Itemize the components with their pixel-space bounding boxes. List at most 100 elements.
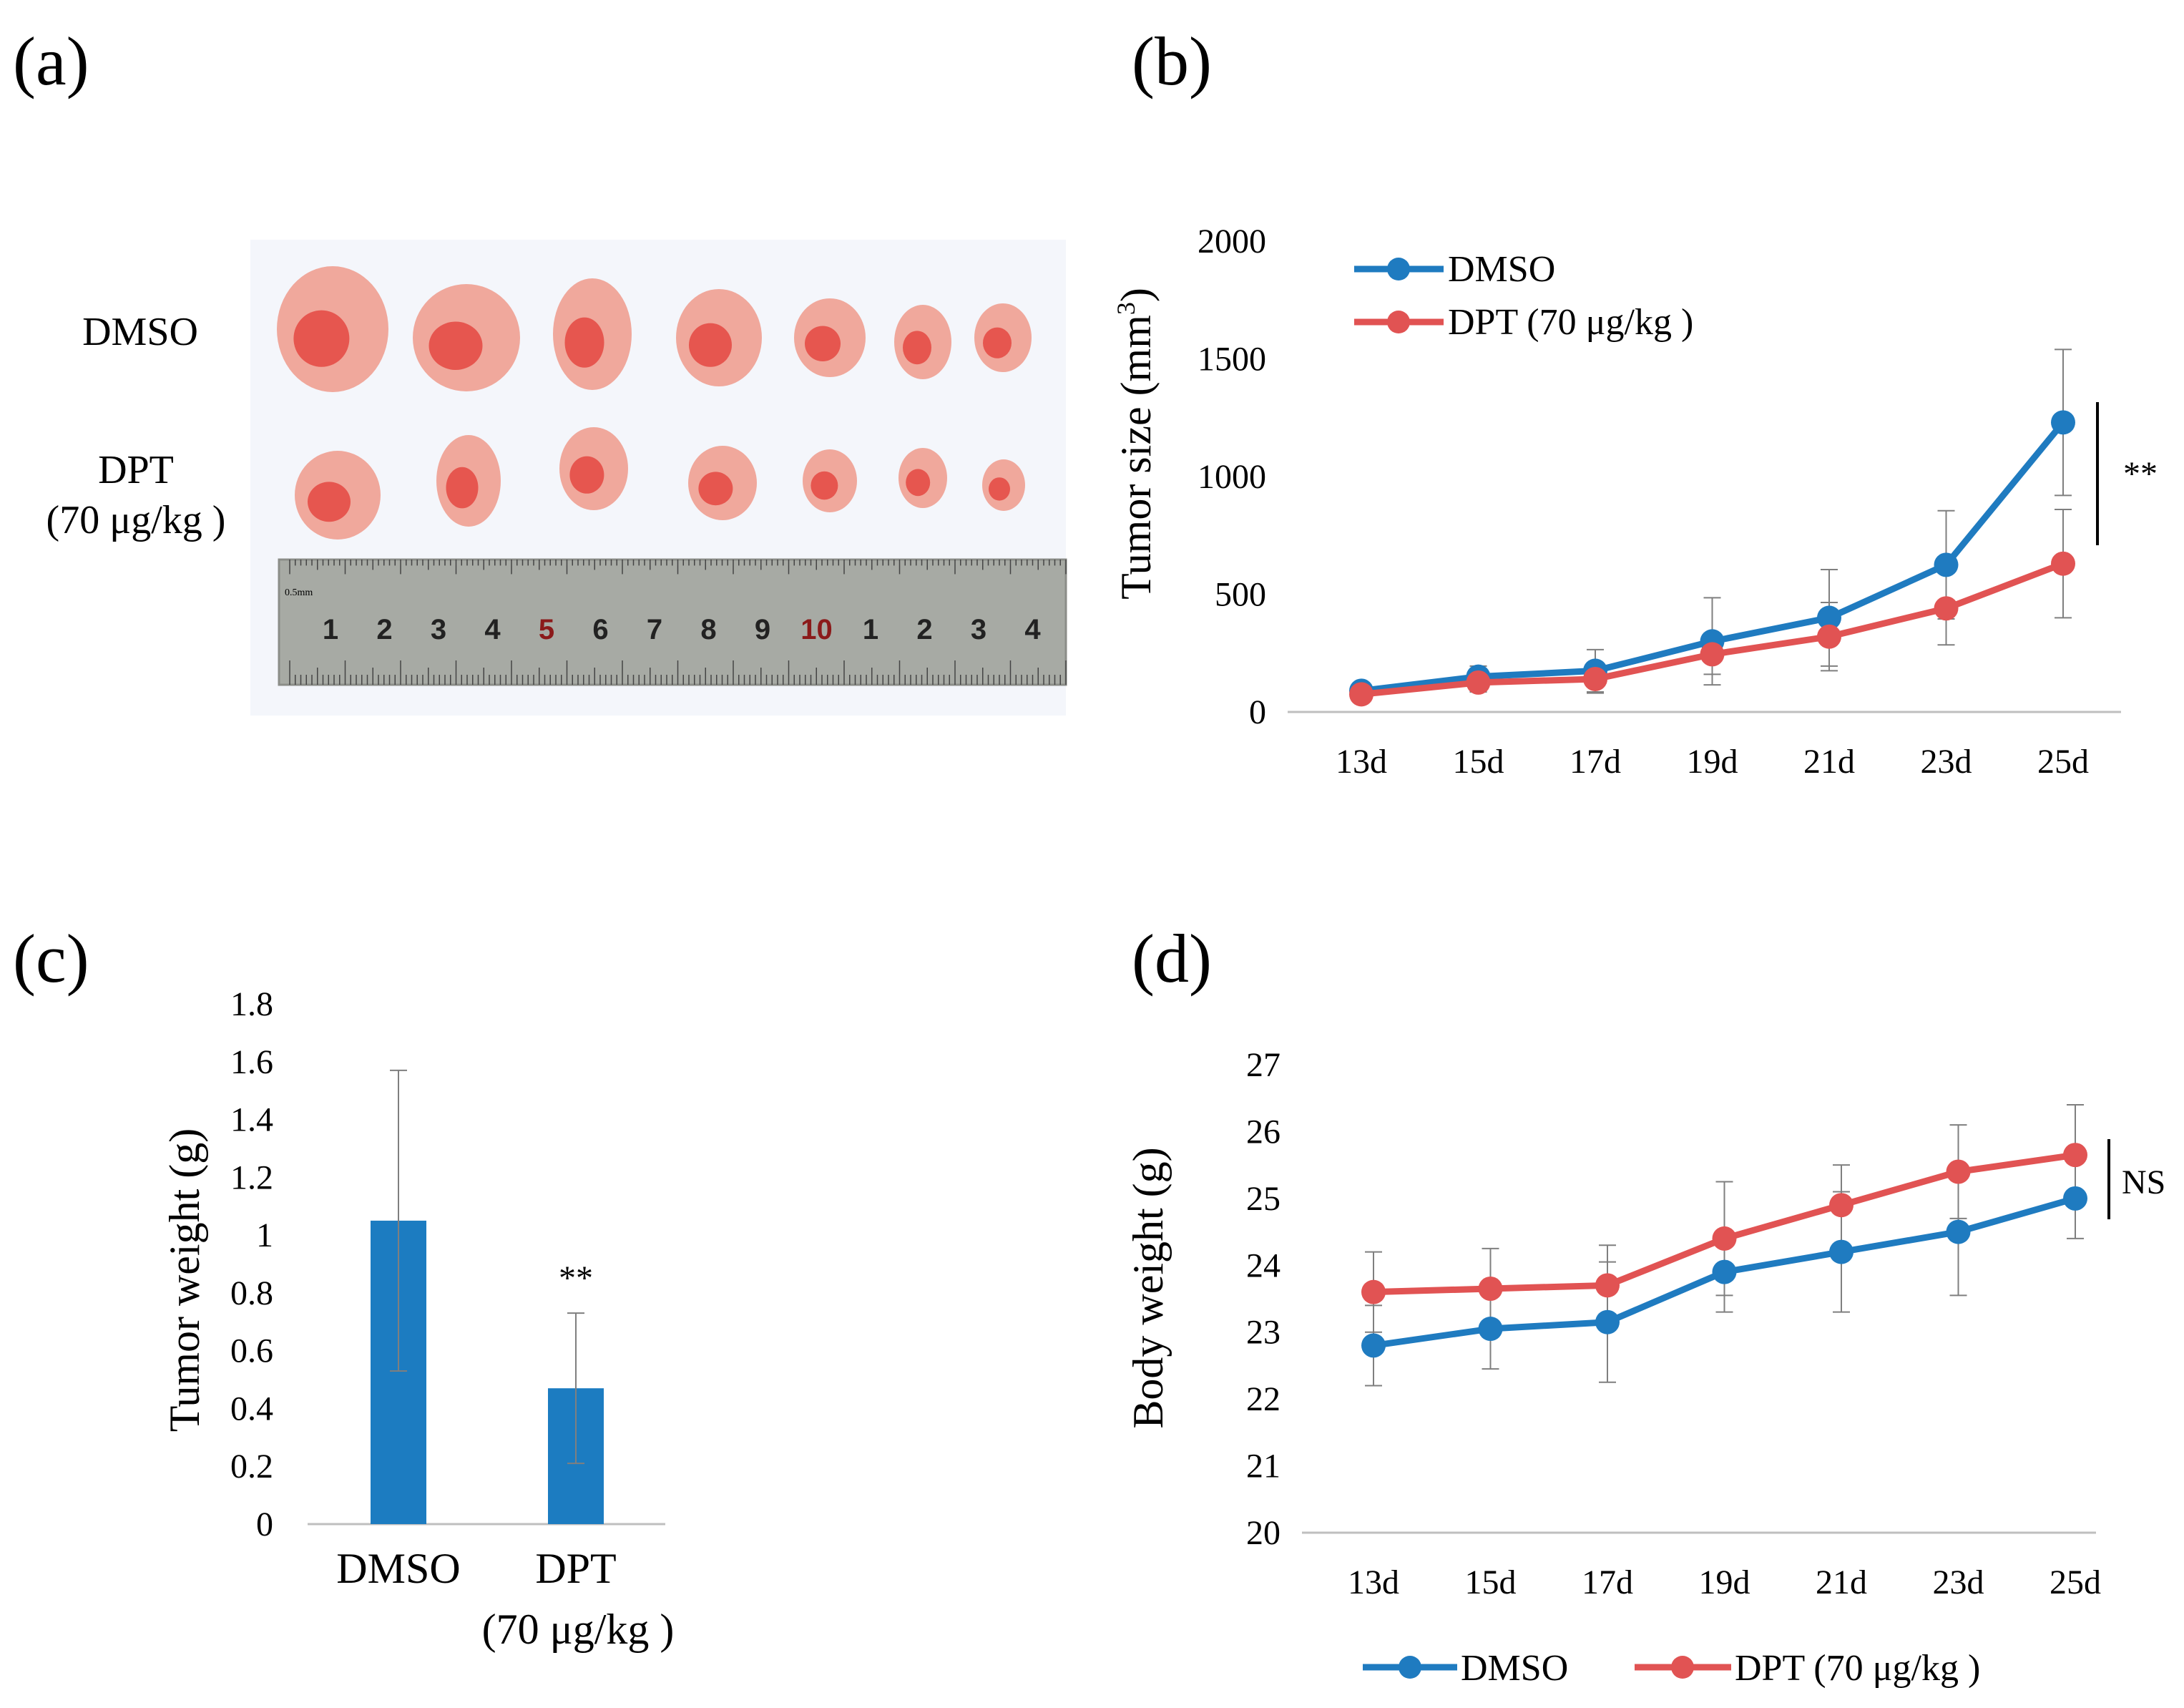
dpt-tumor-vessel — [446, 467, 479, 509]
d-x-tick-label: 17d — [1582, 1563, 1633, 1601]
tumor-weight-y-axis-title: Tumor weight (g) — [161, 1128, 208, 1432]
b-x-tick-label: 13d — [1336, 743, 1387, 781]
b-dmso-point — [1817, 605, 1841, 630]
d-dmso-point — [2063, 1186, 2087, 1211]
c-y-tick-label: 1.2 — [230, 1158, 273, 1196]
ruler-number: 4 — [484, 614, 501, 645]
body-weight-y-axis-title: Body weight (g) — [1125, 1147, 1172, 1428]
c-y-tick-label: 0.8 — [230, 1274, 273, 1312]
ruler-number: 3 — [971, 614, 986, 645]
b-dpt-point — [1817, 624, 1841, 649]
dmso-tumor-vessel — [983, 327, 1012, 358]
b-dpt-point — [2051, 551, 2075, 576]
d-x-tick-label: 21d — [1816, 1563, 1867, 1601]
tumor-weight-x-label-dpt: DPT — [535, 1545, 616, 1592]
b-dpt-point — [1934, 596, 1959, 621]
b-dpt-point — [1466, 670, 1491, 695]
b-dmso-point — [2051, 410, 2075, 435]
d-y-tick-label: 24 — [1246, 1246, 1280, 1284]
b-x-tick-label: 25d — [2037, 743, 2089, 781]
tumor-weight-x-label-dpt-dose: (70 μg/kg ) — [482, 1606, 675, 1653]
tumor-size-series — [1349, 348, 2075, 707]
ruler-body — [278, 558, 1067, 686]
body-weight-y-tick-labels: 20 21 22 23 24 25 26 27 — [1246, 1046, 1280, 1552]
d-dmso-point — [1829, 1239, 1854, 1264]
dpt-tumor-vessel — [308, 482, 351, 522]
ruler-numbers: 1 2 3 4 5 6 7 8 9 10 1 2 3 4 — [323, 614, 1042, 645]
tumor-weight-x-label-dmso: DMSO — [336, 1545, 460, 1592]
legend-dpt-label: DPT (70 μg/kg ) — [1448, 302, 1693, 343]
d-y-tick-label: 21 — [1246, 1448, 1280, 1485]
b-x-tick-label: 21d — [1803, 743, 1855, 781]
b-x-tick-label: 19d — [1687, 743, 1738, 781]
legend-d-dmso-label: DMSO — [1461, 1648, 1568, 1689]
ruler-number: 2 — [916, 614, 932, 645]
legend-d-dmso-marker — [1399, 1656, 1421, 1679]
b-x-tick-label: 17d — [1570, 743, 1621, 781]
tumor-size-x-tick-labels: 13d 15d 17d 19d 21d 23d 25d — [1336, 743, 2089, 781]
d-x-tick-label: 15d — [1465, 1563, 1517, 1601]
d-x-tick-label: 23d — [1933, 1563, 1984, 1601]
legend-dmso-marker — [1387, 258, 1410, 280]
tumor-size-chart: 0 500 1000 1500 2000 13d 15d 17d 19d 21d 23d 25d T… — [1112, 223, 2158, 781]
b-y-tick-label: 1500 — [1198, 341, 1266, 379]
c-y-tick-label: 0.2 — [230, 1448, 273, 1485]
ruler: 0.5mm 1 2 3 4 5 6 7 8 9 10 1 2 3 4 — [278, 558, 1067, 686]
c-y-tick-label: 1.4 — [230, 1101, 273, 1139]
ruler-ticks — [289, 560, 1067, 685]
tumors-dpt-row — [295, 427, 1025, 540]
tumor-size-y-tick-labels: 0 500 1000 1500 2000 — [1198, 223, 1266, 731]
tumor-photo: 0.5mm 1 2 3 4 5 6 7 8 9 10 1 2 3 4 — [250, 240, 1067, 716]
ruler-number: 1 — [863, 614, 878, 645]
panel-d-letter: (d) — [1132, 920, 1212, 997]
d-dpt-point — [1712, 1226, 1737, 1251]
body-weight-significance: NS — [2122, 1163, 2165, 1201]
legend-d-dpt-marker — [1671, 1656, 1694, 1679]
tumors-dmso-row — [277, 266, 1032, 392]
b-x-tick-label: 23d — [1921, 743, 1972, 781]
c-y-tick-label: 0 — [256, 1506, 273, 1543]
c-y-tick-label: 0.4 — [230, 1390, 273, 1428]
d-x-tick-label: 19d — [1699, 1563, 1750, 1601]
dpt-tumor-vessel — [698, 472, 733, 506]
b-dpt-point — [1700, 642, 1725, 667]
dmso-tumor-vessel — [903, 331, 931, 365]
d-dmso-point — [1712, 1259, 1737, 1284]
dpt-tumor-vessel — [906, 469, 931, 497]
ruler-number: 8 — [700, 614, 716, 645]
tumor-size-legend: DMSO DPT (70 μg/kg ) — [1354, 249, 1693, 343]
ruler-number: 7 — [647, 614, 662, 645]
d-x-tick-label: 25d — [2050, 1563, 2101, 1601]
d-x-tick-label: 13d — [1348, 1563, 1399, 1601]
panel-b-letter: (b) — [1132, 23, 1212, 99]
b-dmso-point — [1934, 552, 1959, 577]
c-y-tick-label: 1 — [256, 1216, 273, 1254]
body-weight-chart: 20 21 22 23 24 25 26 27 13d 15d 17d 19d 21d 23d 25d B… — [1125, 1046, 2165, 1689]
dmso-tumor-vessel — [429, 321, 483, 370]
tumor-weight-bars — [371, 1069, 604, 1524]
d-dpt-point — [2063, 1143, 2087, 1168]
photo-label-dpt: DPT — [98, 448, 174, 492]
body-weight-x-tick-labels: 13d 15d 17d 19d 21d 23d 25d — [1348, 1563, 2101, 1601]
c-y-tick-label: 0.6 — [230, 1332, 273, 1370]
d-dmso-point — [1946, 1219, 1971, 1244]
dmso-tumor-vessel — [689, 323, 732, 367]
d-dpt-point — [1829, 1193, 1854, 1218]
b-dpt-point — [1583, 666, 1607, 691]
d-y-tick-label: 26 — [1246, 1113, 1280, 1151]
d-dmso-point — [1595, 1309, 1620, 1334]
d-y-tick-label: 20 — [1246, 1514, 1280, 1552]
body-weight-legend: DMSO DPT (70 μg/kg ) — [1363, 1648, 1980, 1689]
d-dpt-point — [1361, 1279, 1386, 1304]
dmso-tumor-vessel — [564, 317, 604, 368]
body-weight-series — [1361, 1104, 2087, 1387]
d-dmso-point — [1361, 1333, 1386, 1358]
tumor-size-y-axis-title: Tumor size (mm3) — [1112, 288, 1160, 600]
ruler-number: 3 — [431, 614, 446, 645]
d-dmso-point — [1478, 1317, 1503, 1342]
legend-d-dpt-label: DPT (70 μg/kg ) — [1735, 1648, 1980, 1689]
tumor-weight-y-tick-labels: 0 0.2 0.4 0.6 0.8 1 1.2 1.4 1.6 1.8 — [230, 985, 273, 1543]
ruler-number: 6 — [592, 614, 608, 645]
ruler-number: 2 — [376, 614, 392, 645]
d-y-tick-label: 25 — [1246, 1180, 1280, 1218]
